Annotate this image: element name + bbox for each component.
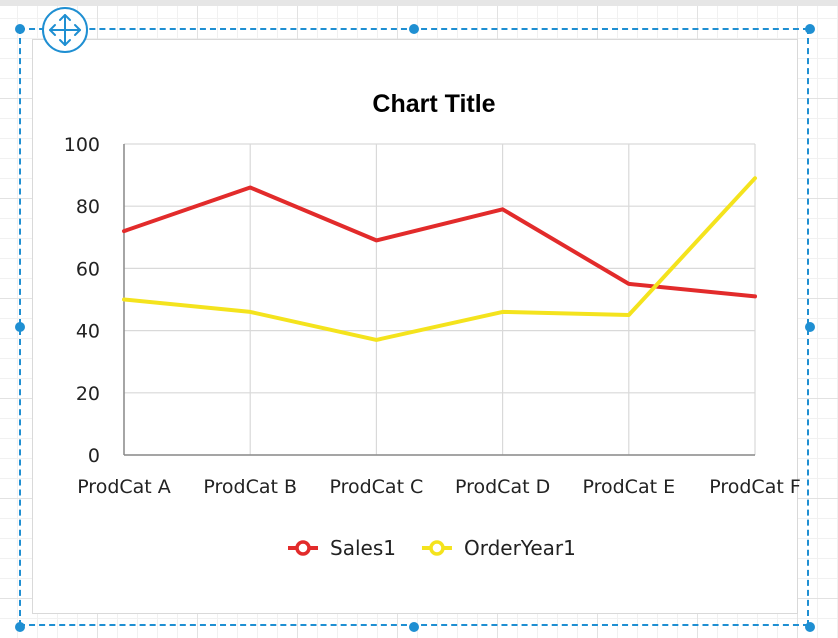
x-tick-label: ProdCat C (329, 476, 423, 498)
y-tick-label: 100 (64, 134, 100, 156)
y-tick-label: 80 (76, 196, 100, 218)
series-line-orderyear1 (122, 176, 757, 342)
x-tick-label: ProdCat F (709, 476, 801, 498)
resize-handle-bottom-left[interactable] (15, 622, 25, 632)
resize-handle-bottom-right[interactable] (805, 622, 815, 632)
selection-frame[interactable] (19, 28, 809, 626)
series-line-sales1 (122, 185, 757, 299)
y-tick-label: 60 (76, 258, 100, 280)
legend-item-sales1: Sales1 (288, 536, 396, 560)
resize-handle-top-right[interactable] (805, 24, 815, 34)
chart-legend: Sales1 OrderYear1 (272, 514, 581, 582)
y-tick-label: 20 (76, 383, 100, 405)
legend-marker (429, 540, 445, 556)
y-axis-tick-labels: 0 20 40 60 80 100 (64, 134, 100, 467)
x-tick-label: ProdCat B (203, 476, 297, 498)
chart-series (122, 176, 757, 342)
move-arrows-icon[interactable] (41, 6, 89, 54)
x-tick-label: ProdCat D (455, 476, 550, 498)
resize-handle-top-center[interactable] (409, 24, 419, 34)
legend-label: Sales1 (330, 536, 396, 560)
x-axis-tick-labels: ProdCat A ProdCat B ProdCat C ProdCat D Prod… (77, 476, 801, 498)
canvas-top-border (0, 0, 838, 6)
resize-handle-bottom-center[interactable] (409, 622, 419, 632)
resize-handle-top-left[interactable] (15, 24, 25, 34)
legend-item-orderyear1: OrderYear1 (421, 536, 576, 560)
resize-handle-middle-right[interactable] (805, 322, 815, 332)
chart-title: Chart Title (372, 90, 495, 118)
legend-marker (295, 540, 311, 556)
legend-label: OrderYear1 (464, 536, 576, 560)
x-tick-label: ProdCat A (77, 476, 171, 498)
y-tick-label: 40 (76, 321, 100, 343)
x-tick-label: ProdCat E (582, 476, 675, 498)
y-tick-label: 0 (88, 445, 100, 467)
resize-handle-middle-left[interactable] (15, 322, 25, 332)
